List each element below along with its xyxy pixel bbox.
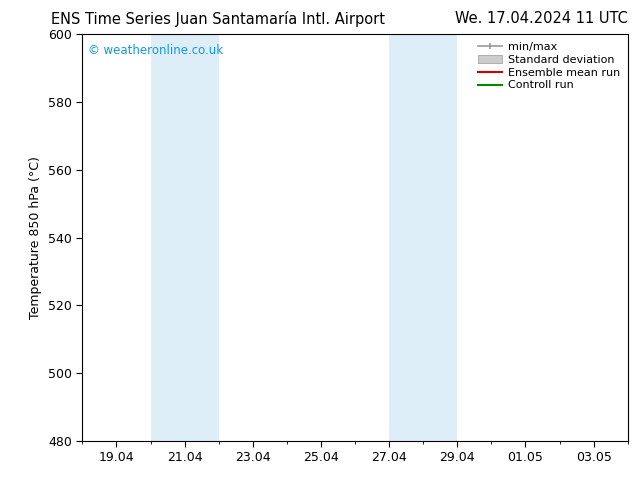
- Y-axis label: Temperature 850 hPa (°C): Temperature 850 hPa (°C): [29, 156, 42, 319]
- Bar: [150, 34, 219, 441]
- Bar: [389, 34, 457, 441]
- Text: We. 17.04.2024 11 UTC: We. 17.04.2024 11 UTC: [455, 11, 628, 26]
- Legend: min/max, Standard deviation, Ensemble mean run, Controll run: min/max, Standard deviation, Ensemble me…: [473, 38, 624, 95]
- Text: © weatheronline.co.uk: © weatheronline.co.uk: [87, 45, 223, 57]
- Text: ENS Time Series Juan Santamaría Intl. Airport: ENS Time Series Juan Santamaría Intl. Ai…: [51, 11, 385, 27]
